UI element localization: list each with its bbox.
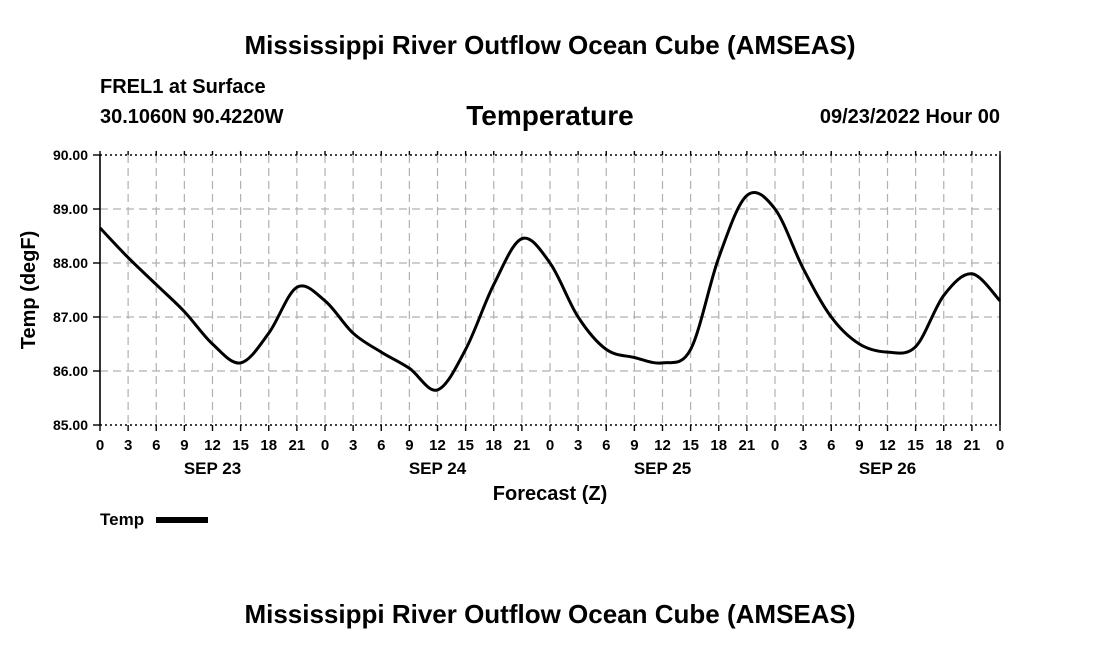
- x-tick-label: 12: [879, 437, 896, 454]
- y-axis-label: Temp (degF): [18, 231, 40, 350]
- coordinates-label: 30.1060N 90.4220W: [100, 106, 284, 128]
- x-tick-label: 3: [799, 437, 807, 454]
- x-axis-label: Forecast (Z): [493, 483, 607, 505]
- y-tick-label: 85.00: [53, 417, 88, 433]
- grid: [100, 155, 1000, 425]
- y-tick-label: 88.00: [53, 255, 88, 271]
- x-tick-label: 21: [289, 437, 306, 454]
- day-label: SEP 24: [409, 459, 467, 478]
- x-tick-label: 15: [232, 437, 249, 454]
- x-tick-label: 0: [546, 437, 554, 454]
- x-tick-label: 0: [996, 437, 1004, 454]
- day-label: SEP 25: [634, 459, 691, 478]
- x-tick-label: 21: [739, 437, 756, 454]
- x-tick-label: 15: [457, 437, 474, 454]
- x-tick-label: 15: [907, 437, 924, 454]
- legend-swatch: [156, 517, 209, 523]
- x-tick-label: 0: [771, 437, 779, 454]
- x-tick-label: 6: [152, 437, 160, 454]
- day-label: SEP 26: [859, 459, 916, 478]
- x-tick-label: 0: [96, 437, 104, 454]
- x-tick-label: 18: [260, 437, 277, 454]
- legend: Temp: [100, 510, 209, 530]
- x-tick-label: 6: [602, 437, 610, 454]
- chart-title: Temperature: [466, 100, 634, 131]
- footer-title: Mississippi River Outflow Ocean Cube (AM…: [244, 599, 856, 629]
- x-tick-label: 9: [630, 437, 638, 454]
- x-tick-label: 12: [204, 437, 221, 454]
- x-tick-label: 9: [180, 437, 188, 454]
- x-tick-label: 18: [485, 437, 502, 454]
- x-tick-label: 15: [682, 437, 699, 454]
- y-tick-label: 87.00: [53, 309, 88, 325]
- x-tick-label: 3: [574, 437, 582, 454]
- x-tick-label: 9: [405, 437, 413, 454]
- x-tick-label: 9: [855, 437, 863, 454]
- page-title: Mississippi River Outflow Ocean Cube (AM…: [244, 30, 856, 60]
- day-label: SEP 23: [184, 459, 241, 478]
- x-tick-label: 6: [377, 437, 385, 454]
- x-tick-label: 12: [429, 437, 446, 454]
- x-tick-label: 3: [124, 437, 132, 454]
- y-tick-label: 89.00: [53, 201, 88, 217]
- x-tick-label: 12: [654, 437, 671, 454]
- forecast-datetime: 09/23/2022 Hour 00: [819, 106, 1000, 128]
- x-tick-label: 18: [935, 437, 952, 454]
- y-tick-label: 86.00: [53, 363, 88, 379]
- series-line-temp: [98, 191, 1002, 392]
- y-tick-label: 90.00: [53, 147, 88, 163]
- x-tick-label: 3: [349, 437, 357, 454]
- x-tick-label: 21: [964, 437, 981, 454]
- axis-labels: Forecast (Z) Temp (degF) 85.00 86.00 87.00…: [18, 147, 1004, 505]
- station-label: FREL1 at Surface: [100, 76, 266, 98]
- x-tick-label: 18: [710, 437, 727, 454]
- x-tick-label: 21: [514, 437, 531, 454]
- axes: [93, 151, 1001, 431]
- legend-label: Temp: [100, 510, 145, 529]
- series-layer: [98, 191, 1002, 392]
- x-tick-label: 0: [321, 437, 329, 454]
- x-tick-label: 6: [827, 437, 835, 454]
